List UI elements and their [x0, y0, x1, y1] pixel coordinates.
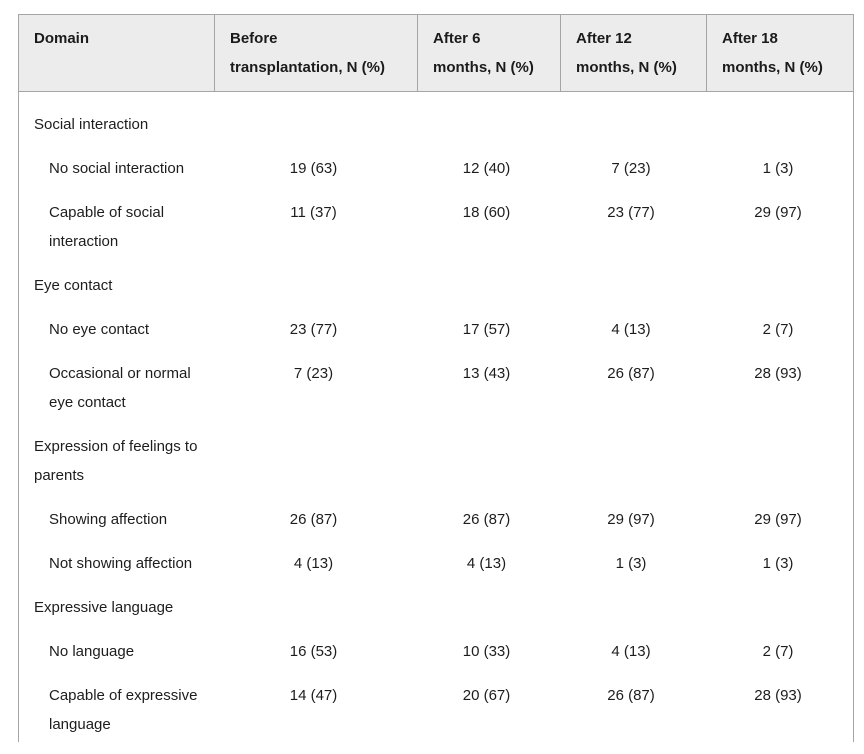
- table-row: Not showing affection 4 (13) 4 (13) 1 (3…: [19, 549, 853, 578]
- table-row: Occasional or normal eye contact 7 (23) …: [19, 359, 853, 417]
- row-label: No eye contact: [49, 321, 150, 338]
- value-after-12: 29 (97): [607, 511, 655, 528]
- table-row: Showing affection 26 (87) 26 (87) 29 (97…: [19, 505, 853, 534]
- table-row: No language 16 (53) 10 (33) 4 (13) 2 (7): [19, 637, 853, 666]
- table-row: Capable of social interaction 11 (37) 18…: [19, 198, 853, 256]
- value-before: 23 (77): [289, 321, 338, 338]
- section-row-eye-contact: Eye contact: [19, 271, 853, 300]
- value-after-6: 12 (40): [462, 160, 511, 177]
- value-after-6: 17 (57): [462, 321, 511, 338]
- value-after-12: 26 (87): [607, 365, 655, 382]
- value-before: 7 (23): [293, 365, 334, 382]
- value-before: 11 (37): [290, 204, 337, 221]
- value-before: 14 (47): [289, 687, 338, 704]
- column-header-domain: Domain: [34, 30, 90, 47]
- value-after-12: 4 (13): [611, 321, 651, 338]
- value-before: 16 (53): [289, 643, 338, 660]
- value-after-6: 13 (43): [462, 365, 511, 382]
- row-label: Showing affection: [49, 511, 168, 528]
- value-after-18: 28 (93): [754, 687, 802, 704]
- outcomes-table: Domain Before transplantation, N (%) Aft…: [18, 14, 854, 742]
- value-before: 26 (87): [289, 511, 338, 528]
- column-header-after-18-months: After 18 months, N (%): [706, 15, 855, 91]
- value-after-18: 2 (7): [762, 643, 794, 660]
- column-header-after-12-months: After 12 months, N (%): [560, 15, 706, 91]
- table-row: No social interaction 19 (63) 12 (40) 7 …: [19, 154, 853, 183]
- row-label: No language: [49, 643, 135, 660]
- row-label: Not showing affection: [49, 555, 193, 572]
- value-after-18: 2 (7): [762, 321, 794, 338]
- value-after-18: 1 (3): [762, 160, 794, 177]
- row-label: Capable of social interaction: [49, 204, 165, 250]
- column-header-before-transplantation: Before transplantation, N (%): [214, 15, 417, 91]
- value-after-12: 26 (87): [607, 687, 655, 704]
- value-after-6: 4 (13): [466, 555, 507, 572]
- table-row: Capable of expressive language 14 (47) 2…: [19, 681, 853, 739]
- row-label: Occasional or normal eye contact: [49, 365, 191, 411]
- section-row-social-interaction: Social interaction: [19, 110, 853, 139]
- section-label: Expressive language: [34, 599, 174, 616]
- column-header-after-6-months: After 6 months, N (%): [417, 15, 560, 91]
- value-before: 19 (63): [289, 160, 338, 177]
- value-before: 4 (13): [293, 555, 334, 572]
- section-label: Social interaction: [34, 116, 149, 133]
- section-row-expressive-language: Expressive language: [19, 593, 853, 622]
- value-after-6: 26 (87): [462, 511, 511, 528]
- value-after-12: 7 (23): [611, 160, 651, 177]
- value-after-18: 29 (97): [754, 511, 802, 528]
- value-after-18: 28 (93): [754, 365, 802, 382]
- value-after-12: 1 (3): [615, 555, 647, 572]
- table-body: Social interaction No social interaction…: [18, 92, 854, 742]
- section-row-expression-of-feelings: Expression of feelings to parents: [19, 432, 853, 490]
- value-after-12: 4 (13): [611, 643, 651, 660]
- value-after-18: 29 (97): [754, 204, 802, 221]
- section-label: Eye contact: [34, 277, 113, 294]
- value-after-6: 20 (67): [462, 687, 511, 704]
- value-after-18: 1 (3): [762, 555, 794, 572]
- section-label: Expression of feelings to parents: [34, 438, 198, 484]
- value-after-6: 10 (33): [462, 643, 511, 660]
- row-label: No social interaction: [49, 160, 185, 177]
- value-after-6: 18 (60): [462, 204, 511, 221]
- row-label: Capable of expressive language: [49, 687, 198, 733]
- value-after-12: 23 (77): [607, 204, 655, 221]
- table-header-row: Domain Before transplantation, N (%) Aft…: [18, 14, 854, 92]
- table-row: No eye contact 23 (77) 17 (57) 4 (13) 2 …: [19, 315, 853, 344]
